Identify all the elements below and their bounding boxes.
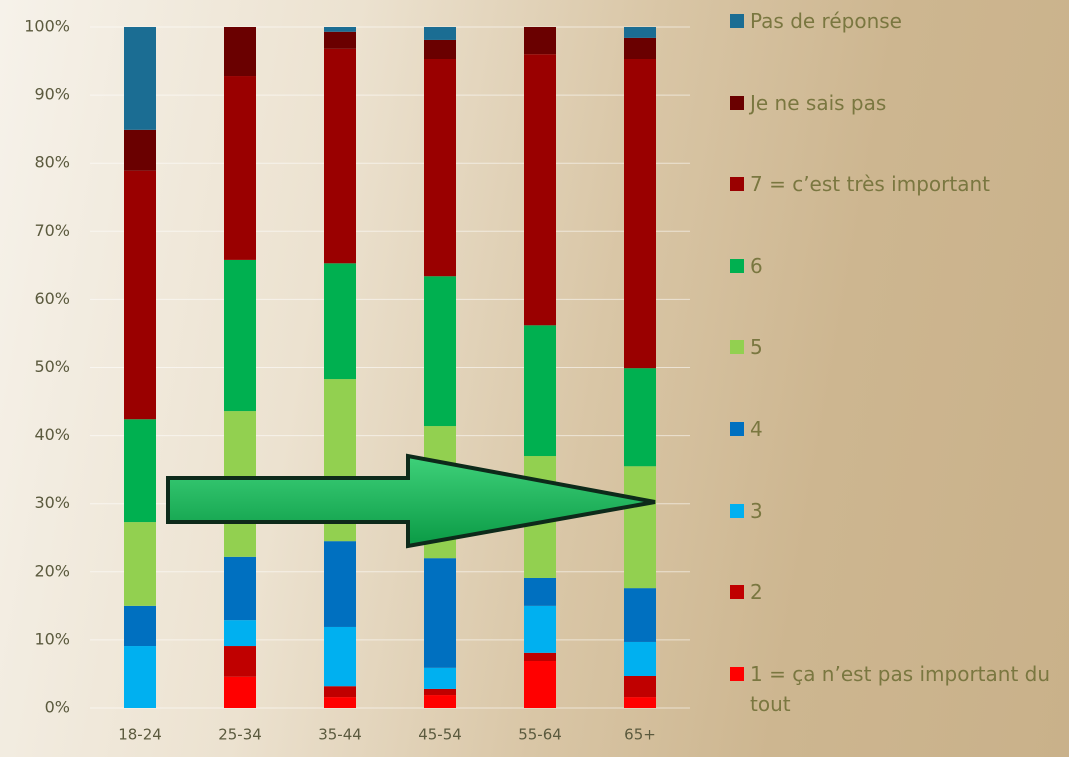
bar-segment <box>524 577 556 606</box>
legend-item: Pas de réponse <box>730 6 1055 36</box>
bar-segment <box>324 31 356 49</box>
bar-segment <box>124 129 156 171</box>
bar-segment <box>224 676 256 708</box>
bar-segment <box>224 556 256 621</box>
y-tick-label: 90% <box>34 85 70 104</box>
legend-label: Pas de réponse <box>750 9 902 33</box>
legend-item: Je ne sais pas <box>730 88 1055 118</box>
legend-label: 7 = c’est très important <box>750 172 990 197</box>
bar-segment <box>424 667 456 689</box>
bar-segment <box>324 27 356 32</box>
bar-segment <box>224 620 256 647</box>
bar-segment <box>124 522 156 606</box>
y-tick-label: 40% <box>34 425 70 444</box>
bar-segment <box>624 368 656 467</box>
legend-item: 2 <box>730 577 1055 607</box>
y-tick-label: 50% <box>34 357 70 376</box>
bar-segment <box>324 626 356 687</box>
bar-segment <box>124 605 156 647</box>
legend-label: 2 <box>750 580 763 605</box>
bar-segment <box>224 27 256 77</box>
legend-swatch <box>730 258 744 273</box>
bar-segment <box>324 541 356 627</box>
bar-segment <box>624 466 656 589</box>
bar-segment <box>524 661 556 708</box>
legend-label: 1 = ça n’est pas important du tout <box>750 661 1051 716</box>
legend-label: 5 <box>750 335 763 360</box>
bar-segment <box>424 276 456 427</box>
bar-segment <box>424 39 456 60</box>
legend-label: Je ne sais pas <box>750 90 887 115</box>
x-tick-label: 45-54 <box>418 726 462 744</box>
bar-segment <box>624 37 656 60</box>
bar-segment <box>624 641 656 676</box>
legend-swatch <box>730 503 744 518</box>
bar-segment <box>424 558 456 668</box>
legend-swatch <box>730 666 744 681</box>
bar-segment <box>124 419 156 523</box>
bar-segment <box>424 59 456 277</box>
legend-swatch <box>730 422 744 436</box>
x-tick-label: 25-34 <box>218 726 262 744</box>
legend-swatch <box>730 340 744 355</box>
arrow <box>166 453 656 549</box>
bar-segment <box>624 675 656 698</box>
bar-segment <box>624 27 656 38</box>
y-tick-label: 0% <box>45 698 70 717</box>
x-tick-label: 65+ <box>624 726 656 744</box>
bar-segment <box>224 76 256 260</box>
legend-item: 7 = c’est très important <box>730 169 1055 199</box>
x-tick-label: 18-24 <box>118 726 162 744</box>
bar-segment <box>324 686 356 698</box>
legend-item: 3 <box>730 496 1055 526</box>
bar-segment <box>124 646 156 708</box>
bar-segment <box>124 170 156 420</box>
legend-item: 6 <box>730 251 1055 281</box>
x-tick-label: 55-64 <box>518 726 562 744</box>
bar-segment <box>524 54 556 326</box>
legend-swatch <box>730 585 744 600</box>
bar-segment <box>424 695 456 708</box>
bar-segment <box>224 259 256 412</box>
bar-segment <box>524 652 556 662</box>
bar-segment <box>224 646 256 677</box>
x-tick-label: 35-44 <box>318 726 362 744</box>
legend-swatch <box>730 14 744 28</box>
legend-item: 5 <box>730 332 1055 362</box>
bar-segment <box>424 688 456 696</box>
legend-label: 3 <box>750 498 763 523</box>
y-tick-label: 80% <box>34 153 70 172</box>
bar-segment <box>524 605 556 653</box>
legend-label: 4 <box>750 417 763 441</box>
bar-segment <box>624 588 656 642</box>
y-tick-label: 10% <box>34 629 70 648</box>
y-tick-label: 60% <box>34 289 70 308</box>
legend-swatch <box>730 177 744 192</box>
bar-segment <box>624 59 656 369</box>
y-tick-label: 100% <box>24 17 70 36</box>
y-tick-label: 30% <box>34 493 70 512</box>
bar-segment <box>124 27 156 130</box>
legend-item: 1 = ça n’est pas important du tout <box>730 659 1055 719</box>
bar-segment <box>424 27 456 40</box>
legend-swatch <box>730 95 744 110</box>
bar-segment <box>624 697 656 708</box>
y-tick-label: 20% <box>34 561 70 580</box>
bar-segment <box>524 325 556 457</box>
legend-item: 4 <box>730 414 1055 444</box>
legend-label: 6 <box>750 253 763 278</box>
bar-segment <box>324 48 356 264</box>
bar-segment <box>324 263 356 380</box>
bar-segment <box>524 27 556 55</box>
y-tick-label: 70% <box>34 221 70 240</box>
bar-segment <box>324 697 356 708</box>
